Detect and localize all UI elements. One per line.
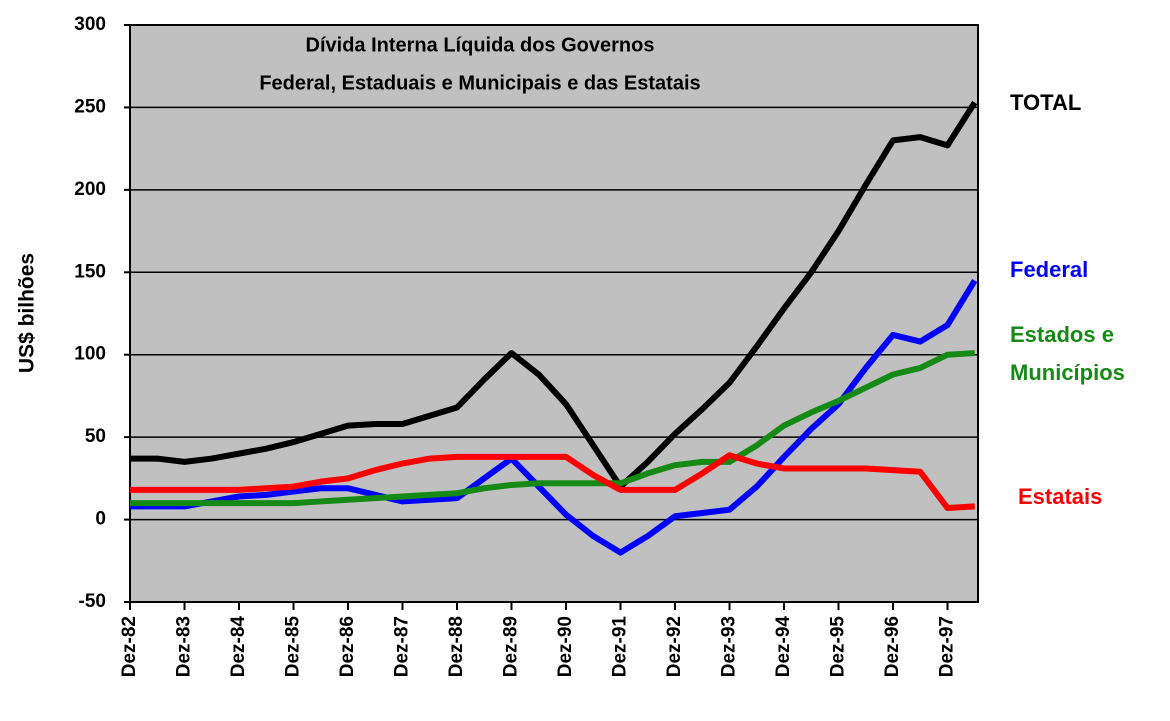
x-tick-label: Dez-88 [446,616,467,677]
y-tick-label: 250 [74,96,106,117]
x-tick-label: Dez-94 [773,616,794,678]
x-tick-label: Dez-96 [882,616,903,677]
y-tick-label: 100 [74,344,106,365]
x-tick-label: Dez-86 [337,616,358,677]
x-tick-label: Dez-93 [719,616,740,677]
series-label: Estados e Municípios [1010,322,1125,385]
x-tick-label: Dez-97 [937,616,958,677]
x-tick-label: Dez-82 [119,616,140,677]
x-tick-label: Dez-85 [283,616,304,678]
x-tick-label: Dez-87 [392,616,413,677]
y-axis-label: US$ bilhões [16,253,39,373]
x-tick-label: Dez-92 [664,616,685,677]
series-line [130,278,978,556]
series-line [130,100,978,490]
x-tick-label: Dez-84 [228,616,249,678]
chart-subtitle: Federal, Estaduais e Municipais e das Es… [259,72,700,94]
series-label: TOTAL [1010,90,1082,115]
x-tick-label: Dez-90 [555,616,576,677]
y-tick-label: 50 [85,426,106,447]
series-line [130,350,975,507]
x-tick-label: Dez-91 [610,616,631,678]
plot-area [129,24,979,603]
y-tick-label: 0 [95,509,106,530]
chart-title: Dívida Interna Líquida dos Governos [306,34,655,56]
y-tick-label: 300 [74,14,106,35]
y-tick-label: -50 [79,591,106,612]
x-tick-label: Dez-89 [501,616,522,677]
series-label: Estatais [1018,484,1103,509]
x-tick-label: Dez-83 [174,616,195,677]
series-line [130,452,975,512]
y-tick-label: 200 [74,179,106,200]
y-tick-label: 150 [74,261,106,282]
series-label: Federal [1010,257,1089,282]
x-tick-label: Dez-95 [828,616,849,678]
